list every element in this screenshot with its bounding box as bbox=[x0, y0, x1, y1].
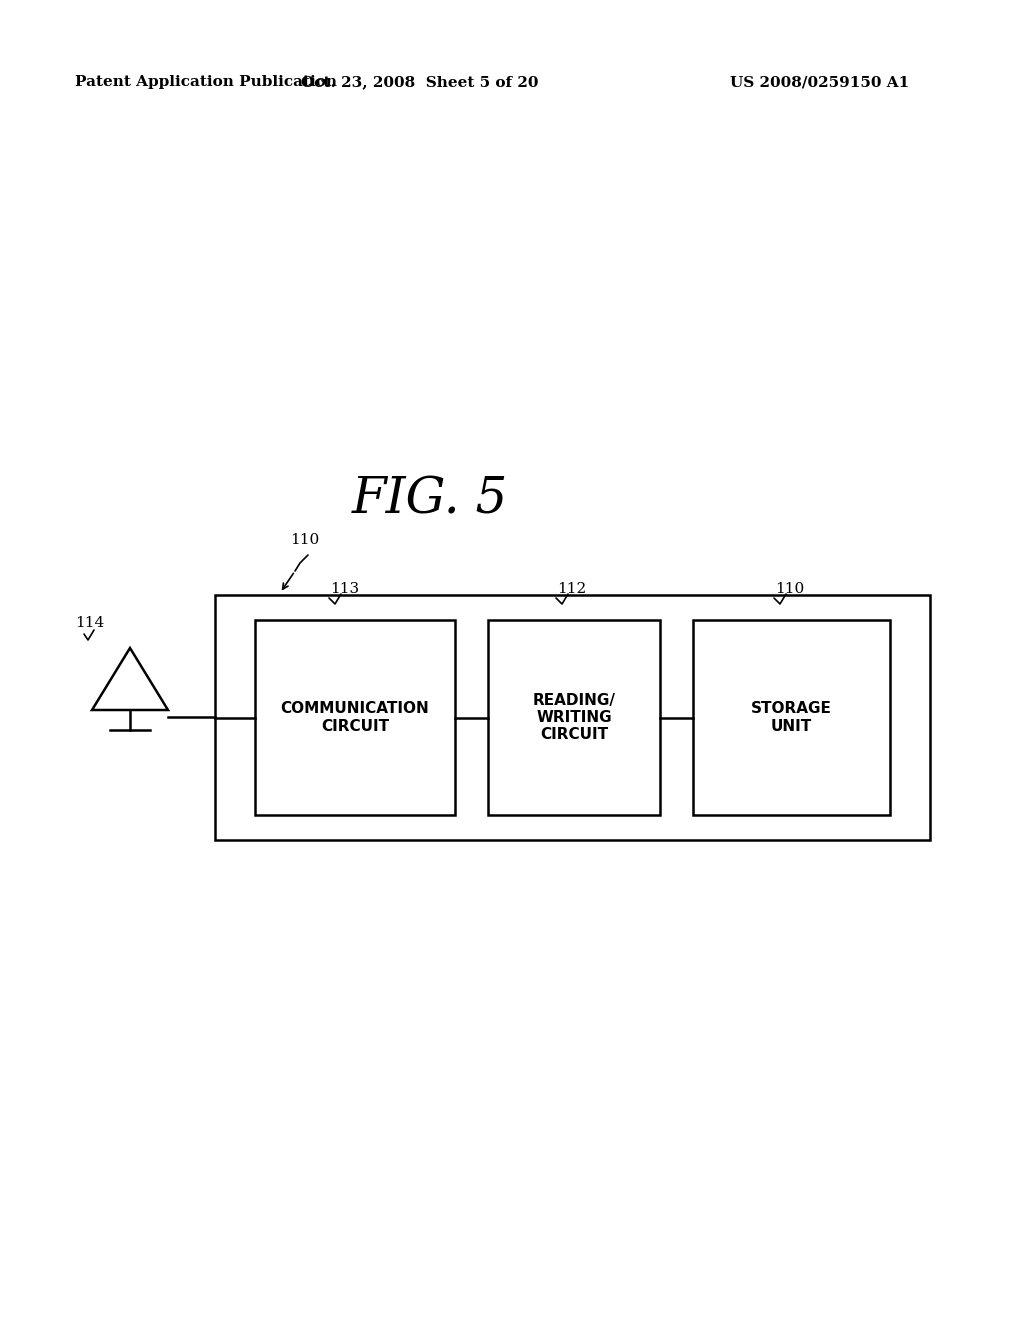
Text: 112: 112 bbox=[557, 582, 587, 597]
Bar bbox=[693, 620, 890, 814]
Text: FIG. 5: FIG. 5 bbox=[352, 475, 508, 525]
Text: COMMUNICATION
CIRCUIT: COMMUNICATION CIRCUIT bbox=[281, 701, 429, 734]
Text: READING/
WRITING
CIRCUIT: READING/ WRITING CIRCUIT bbox=[532, 693, 615, 742]
Text: 114: 114 bbox=[75, 616, 104, 630]
Text: US 2008/0259150 A1: US 2008/0259150 A1 bbox=[730, 75, 909, 88]
Bar bbox=[215, 595, 930, 840]
Bar bbox=[255, 620, 455, 814]
Bar bbox=[488, 620, 660, 814]
Text: Patent Application Publication: Patent Application Publication bbox=[75, 75, 337, 88]
Text: 110: 110 bbox=[290, 533, 319, 546]
Text: Oct. 23, 2008  Sheet 5 of 20: Oct. 23, 2008 Sheet 5 of 20 bbox=[301, 75, 539, 88]
Text: 110: 110 bbox=[775, 582, 805, 597]
Text: 113: 113 bbox=[331, 582, 359, 597]
Text: STORAGE
UNIT: STORAGE UNIT bbox=[751, 701, 831, 734]
